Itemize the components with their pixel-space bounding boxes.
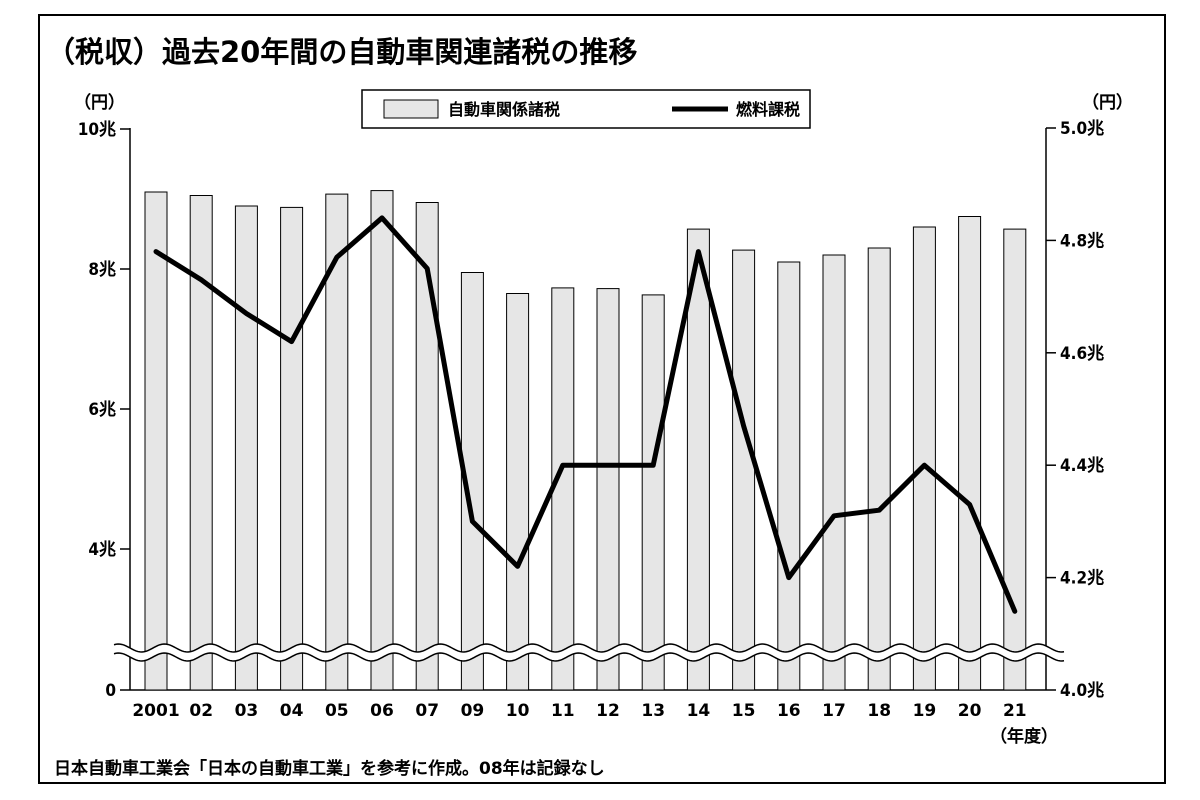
- bar: [144, 191, 168, 691]
- x-tick-label: 06: [370, 701, 394, 721]
- x-axis-unit: （年度）: [990, 726, 1058, 747]
- legend: 自動車関係諸税 燃料課税: [361, 89, 811, 129]
- bar: [234, 205, 258, 691]
- x-tick-label: 14: [687, 701, 711, 721]
- bar: [641, 294, 665, 691]
- x-tick-label: 09: [461, 701, 485, 721]
- right-axis-unit: （円）: [1082, 92, 1133, 113]
- right-tick-label: 4.8兆: [1060, 231, 1104, 251]
- x-tick-label: 12: [596, 701, 620, 721]
- legend-bar-swatch: [383, 99, 439, 119]
- axis-break-line-bottom: [113, 652, 1065, 662]
- x-tick-label: 03: [235, 701, 259, 721]
- x-tick-label: 02: [189, 701, 213, 721]
- fuel-tax-line: [153, 215, 1018, 614]
- bar: [415, 202, 439, 691]
- tick-labels: 0 4兆 6兆 8兆 10兆 4.0兆 4.2兆 4.4兆 4.6兆 4.8兆 5.0兆 2001 02…: [78, 119, 1104, 721]
- left-tick-label: 4兆: [88, 540, 116, 560]
- bar: [732, 249, 756, 691]
- bar: [686, 228, 710, 691]
- x-tick-label: 21: [1003, 701, 1027, 721]
- chart-svg: （税収）過去20年間の自動車関連諸税の推移 （円） （円） 自動車関係諸税 燃料…: [46, 35, 1133, 779]
- left-axis-unit: （円）: [74, 92, 125, 113]
- bar: [370, 190, 394, 691]
- bar-series: [144, 190, 1027, 691]
- x-tick-label: 20: [958, 701, 982, 721]
- bar: [777, 261, 801, 691]
- bar: [867, 247, 891, 691]
- bar: [551, 287, 575, 691]
- right-tick-label: 4.6兆: [1060, 344, 1104, 364]
- axis-break-line-top: [113, 643, 1065, 653]
- axis-break-band: [114, 644, 1064, 661]
- right-tick-label: 5.0兆: [1060, 119, 1104, 139]
- x-tick-label: 19: [913, 701, 937, 721]
- legend-line-label: 燃料課税: [736, 100, 800, 119]
- x-tick-label: 2001: [132, 701, 179, 721]
- chart-frame: （税収）過去20年間の自動車関連諸税の推移 （円） （円） 自動車関係諸税 燃料…: [38, 14, 1166, 784]
- bar: [460, 272, 484, 691]
- axes: [120, 127, 1056, 691]
- right-tick-label: 4.2兆: [1060, 569, 1104, 589]
- right-tick-label: 4.4兆: [1060, 456, 1104, 476]
- bar: [1003, 228, 1027, 691]
- bar: [189, 195, 213, 691]
- x-tick-label: 07: [415, 701, 439, 721]
- source-note: 日本自動車工業会「日本の自動車工業」を参考に作成。08年は記録なし: [54, 758, 605, 779]
- x-tick-label: 16: [777, 701, 801, 721]
- left-tick-label: 10兆: [78, 120, 116, 140]
- x-tick-label: 13: [641, 701, 665, 721]
- chart-title: （税収）過去20年間の自動車関連諸税の推移: [46, 35, 637, 69]
- x-tick-label: 05: [325, 701, 349, 721]
- left-tick-label: 0: [105, 681, 116, 701]
- bar: [912, 226, 936, 691]
- x-tick-label: 11: [551, 701, 575, 721]
- x-tick-label: 10: [506, 701, 530, 721]
- left-tick-label: 6兆: [88, 400, 116, 420]
- bar: [325, 193, 349, 691]
- bar: [958, 216, 982, 691]
- x-tick-label: 18: [867, 701, 891, 721]
- right-tick-label: 4.0兆: [1060, 681, 1104, 701]
- line-series: [153, 215, 1018, 614]
- x-tick-label: 17: [822, 701, 846, 721]
- left-tick-label: 8兆: [88, 260, 116, 280]
- axis-break: [113, 643, 1065, 662]
- bar: [280, 206, 304, 691]
- x-tick-label: 15: [732, 701, 756, 721]
- legend-bar-label: 自動車関係諸税: [448, 100, 560, 119]
- bar: [506, 293, 530, 691]
- x-tick-label: 04: [280, 701, 304, 721]
- bar: [822, 254, 846, 691]
- bar: [596, 288, 620, 691]
